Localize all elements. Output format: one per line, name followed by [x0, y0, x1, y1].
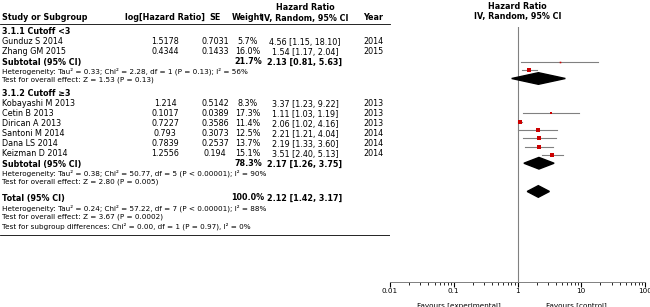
Text: 16.0%: 16.0%	[235, 48, 261, 56]
Text: Year: Year	[363, 14, 383, 22]
Text: 0.0389: 0.0389	[202, 110, 229, 119]
Text: 0.3586: 0.3586	[202, 119, 229, 129]
Text: Study or Subgroup: Study or Subgroup	[2, 14, 88, 22]
Text: 21.7%: 21.7%	[234, 57, 262, 67]
Text: 2013: 2013	[363, 99, 383, 108]
Text: Test for overall effect: Z = 2.80 (P = 0.005): Test for overall effect: Z = 2.80 (P = 0…	[2, 179, 159, 185]
Text: 2013: 2013	[363, 110, 383, 119]
Text: 2.13 [0.81, 5.63]: 2.13 [0.81, 5.63]	[267, 57, 343, 67]
Text: Santoni M 2014: Santoni M 2014	[2, 130, 64, 138]
Text: Heterogeneity: Tau² = 0.38; Chi² = 50.77, df = 5 (P < 0.00001); I² = 90%: Heterogeneity: Tau² = 0.38; Chi² = 50.77…	[2, 169, 266, 177]
Text: 4.56 [1.15, 18.10]: 4.56 [1.15, 18.10]	[269, 37, 341, 46]
Text: 0.793: 0.793	[153, 130, 176, 138]
Text: Favours [experimental]: Favours [experimental]	[417, 302, 500, 307]
Text: Keizman D 2014: Keizman D 2014	[2, 150, 68, 158]
Polygon shape	[524, 157, 554, 169]
Text: 0.2537: 0.2537	[201, 139, 229, 149]
Text: Subtotal (95% CI): Subtotal (95% CI)	[2, 57, 81, 67]
Text: Hazard Ratio: Hazard Ratio	[276, 3, 334, 13]
Text: Favours [control]: Favours [control]	[546, 302, 606, 307]
Text: Weight: Weight	[232, 14, 264, 22]
Text: 3.37 [1.23, 9.22]: 3.37 [1.23, 9.22]	[272, 99, 339, 108]
Text: 1.5178: 1.5178	[151, 37, 179, 46]
Text: 2014: 2014	[363, 37, 383, 46]
Text: 15.1%: 15.1%	[235, 150, 261, 158]
Text: 13.7%: 13.7%	[235, 139, 261, 149]
Text: 0.4344: 0.4344	[151, 48, 179, 56]
Polygon shape	[527, 186, 549, 197]
Text: 17.3%: 17.3%	[235, 110, 261, 119]
Text: Test for subgroup differences: Chi² = 0.00, df = 1 (P = 0.97), I² = 0%: Test for subgroup differences: Chi² = 0.…	[2, 222, 251, 230]
Text: Zhang GM 2015: Zhang GM 2015	[2, 48, 66, 56]
Text: 100.0%: 100.0%	[231, 193, 265, 203]
Text: Heterogeneity: Tau² = 0.24; Chi² = 57.22, df = 7 (P < 0.00001); I² = 88%: Heterogeneity: Tau² = 0.24; Chi² = 57.22…	[2, 204, 266, 212]
Text: Dana LS 2014: Dana LS 2014	[2, 139, 58, 149]
Text: 2013: 2013	[363, 119, 383, 129]
Title: Hazard Ratio
IV, Random, 95% CI: Hazard Ratio IV, Random, 95% CI	[474, 2, 561, 21]
Text: 2014: 2014	[363, 130, 383, 138]
Text: 2014: 2014	[363, 150, 383, 158]
Text: IV, Random, 95% CI: IV, Random, 95% CI	[261, 14, 349, 22]
Text: 0.7839: 0.7839	[151, 139, 179, 149]
Text: Heterogeneity: Tau² = 0.33; Chi² = 2.28, df = 1 (P = 0.13); I² = 56%: Heterogeneity: Tau² = 0.33; Chi² = 2.28,…	[2, 67, 248, 75]
Text: 11.4%: 11.4%	[235, 119, 261, 129]
Text: log[Hazard Ratio]: log[Hazard Ratio]	[125, 14, 205, 22]
Text: 1.11 [1.03, 1.19]: 1.11 [1.03, 1.19]	[272, 110, 338, 119]
Text: 2.21 [1.21, 4.04]: 2.21 [1.21, 4.04]	[272, 130, 338, 138]
Text: 8.3%: 8.3%	[238, 99, 258, 108]
Text: Subtotal (95% CI): Subtotal (95% CI)	[2, 160, 81, 169]
Text: Dirican A 2013: Dirican A 2013	[2, 119, 61, 129]
Text: 0.1433: 0.1433	[202, 48, 229, 56]
Text: 0.3073: 0.3073	[202, 130, 229, 138]
Text: 2015: 2015	[363, 48, 383, 56]
Text: 0.194: 0.194	[203, 150, 226, 158]
Text: Test for overall effect: Z = 1.53 (P = 0.13): Test for overall effect: Z = 1.53 (P = 0…	[2, 77, 154, 83]
Text: Test for overall effect: Z = 3.67 (P = 0.0002): Test for overall effect: Z = 3.67 (P = 0…	[2, 214, 163, 220]
Text: Gunduz S 2014: Gunduz S 2014	[2, 37, 63, 46]
Text: Total (95% CI): Total (95% CI)	[2, 193, 65, 203]
Text: 2014: 2014	[363, 139, 383, 149]
Text: 3.1.1 Cutoff <3: 3.1.1 Cutoff <3	[2, 26, 70, 36]
Text: 0.5142: 0.5142	[201, 99, 229, 108]
Text: 78.3%: 78.3%	[234, 160, 262, 169]
Text: SE: SE	[209, 14, 220, 22]
Polygon shape	[512, 73, 566, 84]
Text: 3.1.2 Cutoff ≥3: 3.1.2 Cutoff ≥3	[2, 90, 70, 99]
Text: 1.54 [1.17, 2.04]: 1.54 [1.17, 2.04]	[272, 48, 338, 56]
Text: 0.7227: 0.7227	[151, 119, 179, 129]
Text: 3.51 [2.40, 5.13]: 3.51 [2.40, 5.13]	[272, 150, 338, 158]
Text: 0.7031: 0.7031	[202, 37, 229, 46]
Text: 2.17 [1.26, 3.75]: 2.17 [1.26, 3.75]	[267, 160, 343, 169]
Text: 2.12 [1.42, 3.17]: 2.12 [1.42, 3.17]	[267, 193, 343, 203]
Text: 1.2556: 1.2556	[151, 150, 179, 158]
Text: Kobayashi M 2013: Kobayashi M 2013	[2, 99, 75, 108]
Text: 2.19 [1.33, 3.60]: 2.19 [1.33, 3.60]	[272, 139, 338, 149]
Text: 1.214: 1.214	[153, 99, 176, 108]
Text: 5.7%: 5.7%	[238, 37, 258, 46]
Text: 2.06 [1.02, 4.16]: 2.06 [1.02, 4.16]	[272, 119, 338, 129]
Text: 12.5%: 12.5%	[235, 130, 261, 138]
Text: 0.1017: 0.1017	[151, 110, 179, 119]
Text: Cetin B 2013: Cetin B 2013	[2, 110, 53, 119]
